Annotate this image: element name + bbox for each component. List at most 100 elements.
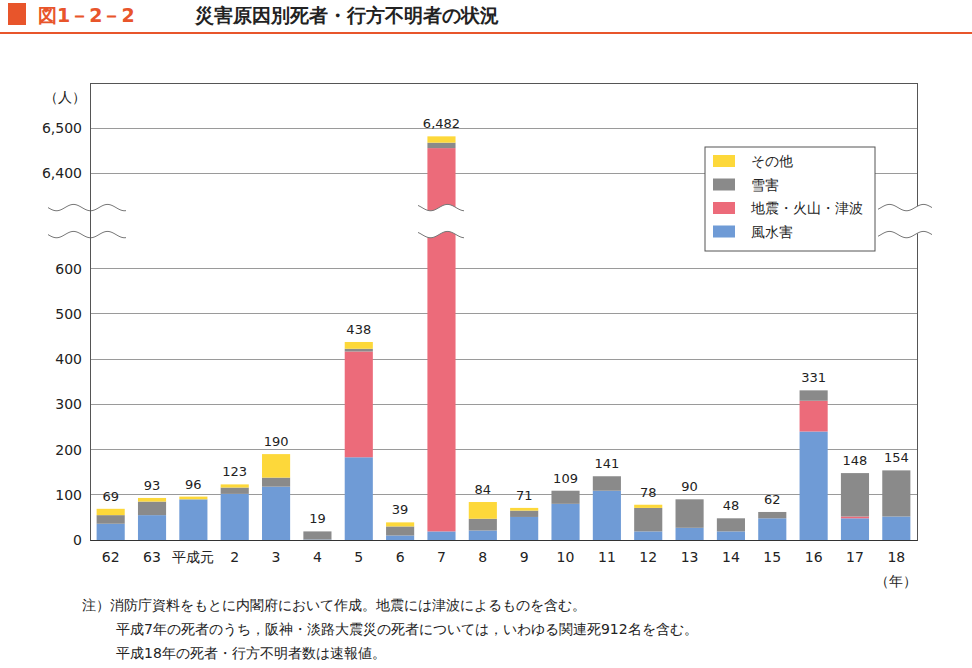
total-label: 331	[801, 370, 826, 385]
y-axis: 01002003004005006006,4006,500	[42, 84, 91, 548]
x-tick: 10	[557, 540, 575, 565]
bar-segment	[676, 528, 704, 540]
x-tick-label: 3	[272, 549, 281, 565]
y-axis-title: （人）	[44, 89, 86, 105]
bar-segment	[676, 499, 704, 527]
total-label: 123	[222, 464, 247, 479]
total-label: 71	[516, 488, 533, 503]
legend-label: その他	[751, 153, 793, 169]
x-tick: 62	[102, 540, 120, 565]
bar-segment	[97, 509, 125, 515]
grid-line	[90, 128, 917, 129]
bar-segment	[800, 390, 828, 391]
bar-segment	[427, 531, 455, 540]
bar-segment	[138, 515, 166, 540]
bar-segment	[221, 494, 249, 540]
bar-segment	[345, 342, 373, 349]
y-tick-label: 400	[55, 351, 82, 367]
y-tick: 200	[55, 442, 90, 458]
bar-segment	[469, 502, 497, 519]
y-tick-label: 500	[55, 306, 82, 322]
total-label: 6,482	[423, 116, 460, 131]
x-tick-label: 15	[763, 549, 781, 565]
x-tick: 16	[805, 540, 823, 565]
bar-segment	[469, 531, 497, 540]
x-tick-label: 5	[354, 549, 363, 565]
y-tick: 400	[55, 351, 90, 367]
x-tick-label: 17	[846, 549, 864, 565]
y-tick-label: 0	[73, 532, 82, 548]
legend-label: 風水害	[751, 224, 793, 240]
x-tick: 15	[763, 540, 781, 565]
y-tick: 0	[73, 532, 90, 548]
title-rule	[0, 32, 972, 34]
bar-segment	[138, 498, 166, 502]
x-axis-title: （年）	[875, 573, 917, 589]
grid-line	[90, 404, 917, 405]
bar-segment	[345, 351, 373, 457]
title: 災害原因別死者・行方不明者の状況	[194, 4, 499, 26]
total-label: 141	[594, 456, 619, 471]
x-axis-line	[91, 540, 918, 541]
annotations: 注）消防庁資料をもとに内閣府において作成。地震には津波によるものを含む。平成7年…	[82, 597, 698, 661]
total-label: 154	[884, 450, 909, 465]
total-label: 190	[264, 434, 289, 449]
bar-segment	[841, 518, 869, 540]
x-tick: 8	[478, 540, 487, 565]
total-label: 438	[346, 322, 371, 337]
bar-segment	[800, 432, 828, 541]
x-tick-label: 7	[437, 549, 446, 565]
bar-segment	[427, 136, 455, 142]
annotation: 注）消防庁資料をもとに内閣府において作成。地震には津波によるものを含む。	[82, 597, 586, 613]
x-tick: 13	[681, 540, 699, 565]
x-tick-label: 10	[557, 549, 575, 565]
bar-segment	[882, 470, 910, 516]
x-tick: 6	[396, 540, 405, 565]
bar-segment	[800, 401, 828, 432]
axis-break-line	[418, 231, 464, 237]
bar-segment	[551, 504, 579, 540]
bar-segment	[634, 508, 662, 532]
total-label: 109	[553, 471, 578, 486]
grid-line	[90, 449, 917, 450]
annotation: 平成18年の死者・行方不明者数は速報値。	[116, 645, 386, 661]
x-tick-label: 13	[681, 549, 699, 565]
total-label: 90	[681, 479, 698, 494]
bar-segment	[841, 473, 869, 516]
bar-segment	[303, 531, 331, 532]
x-tick-label: 18	[887, 549, 905, 565]
bar-segment	[386, 526, 414, 535]
bars	[97, 136, 911, 540]
x-tick: 4	[313, 540, 322, 565]
bar-segment	[800, 390, 828, 400]
bar-segment	[386, 535, 414, 540]
x-tick: 12	[639, 540, 657, 565]
grid-line	[90, 313, 917, 314]
total-label: 48	[723, 498, 740, 513]
total-labels: 69939612319019438396,4828471109141789048…	[102, 116, 908, 526]
bar-segment	[427, 143, 455, 148]
series	[97, 432, 911, 541]
x-tick-label: 6	[396, 549, 405, 565]
bar-segment	[510, 508, 538, 511]
legend-swatch	[713, 179, 735, 191]
y-tick-label: 100	[55, 487, 82, 503]
legend-label: 雪害	[751, 177, 779, 193]
legend: その他雪害地震・火山・津波風水害	[705, 147, 875, 251]
bar-segment	[303, 531, 331, 539]
annotation: 平成7年の死者のうち，阪神・淡路大震災の死者については，いわゆる関連死912名を…	[116, 621, 698, 637]
grid-line	[90, 268, 917, 269]
bar-segment	[345, 349, 373, 352]
bar-segment	[179, 499, 207, 540]
bar-segment	[593, 491, 621, 540]
total-label: 39	[392, 502, 409, 517]
bar-segment	[221, 488, 249, 494]
x-tick-label: 62	[102, 549, 120, 565]
total-label: 62	[764, 492, 781, 507]
x-tick-label: 14	[722, 549, 740, 565]
total-label: 84	[475, 482, 492, 497]
x-tick-label: 16	[805, 549, 823, 565]
x-tick-label: 63	[143, 549, 161, 565]
y-tick-label: 300	[55, 396, 82, 412]
bar-segment	[97, 515, 125, 524]
